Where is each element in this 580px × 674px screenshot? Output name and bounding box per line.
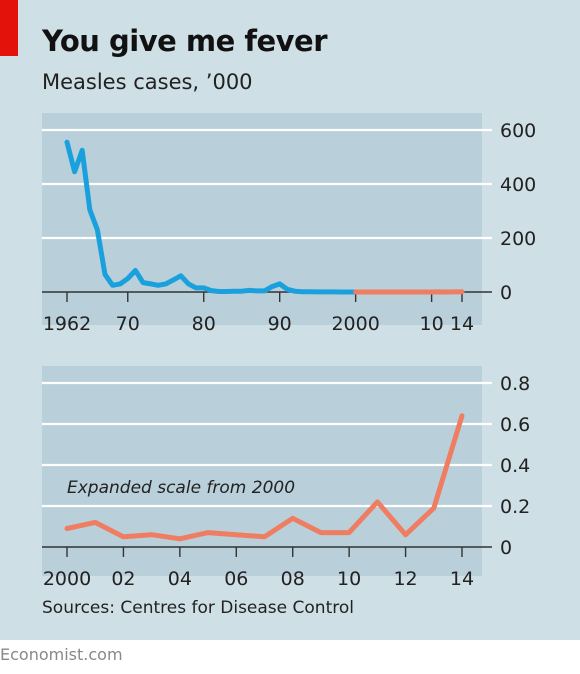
series-line-1 [64, 413, 465, 542]
x-tick-label: 1962 [43, 313, 91, 335]
x-tick-label: 04 [168, 568, 192, 590]
x-tick-label: 70 [116, 313, 140, 335]
x-tick-label: 08 [281, 568, 305, 590]
y-tick-label: 0.2 [500, 496, 530, 518]
x-tick-label: 06 [224, 568, 248, 590]
x-tick-label: 14 [450, 568, 474, 590]
x-tick-label: 10 [337, 568, 361, 590]
y-tick-label: 200 [500, 228, 536, 250]
chart-title: You give me fever [42, 24, 328, 58]
series-line-1 [64, 139, 359, 295]
y-tick-label: 0 [500, 537, 512, 559]
brand-label: Economist.com [0, 645, 123, 664]
chart-subtitle: Measles cases, ’000 [42, 70, 253, 94]
y-tick-label: 0 [500, 282, 512, 304]
x-tick-label: 80 [192, 313, 216, 335]
x-tick-label: 2000 [43, 568, 91, 590]
plot-background [42, 366, 482, 576]
bottom-chart-panel: 0 0.2 0.4 0.6 0.8 2000 02 04 06 08 10 12 14 Expanded … [42, 366, 530, 590]
chart-annotation: Expanded scale from 2000 [67, 478, 295, 498]
x-tick-label: 12 [393, 568, 417, 590]
x-tick-label: 2000 [331, 313, 379, 335]
x-tick-label: 90 [268, 313, 292, 335]
y-tick-label: 0.4 [500, 455, 530, 477]
x-tick-label: 14 [450, 313, 474, 335]
x-tick-label: 10 [420, 313, 444, 335]
y-tick-label: 0.6 [500, 414, 530, 436]
y-tick-label: 600 [500, 120, 536, 142]
y-tick-label: 0.8 [500, 373, 530, 395]
top-chart-panel: 0 200 400 600 1962 70 80 90 2000 10 14 [42, 113, 536, 335]
accent-tag [0, 0, 18, 56]
y-tick-label: 400 [500, 174, 536, 196]
x-tick-label: 02 [111, 568, 135, 590]
source-note: Sources: Centres for Disease Control [42, 598, 354, 618]
